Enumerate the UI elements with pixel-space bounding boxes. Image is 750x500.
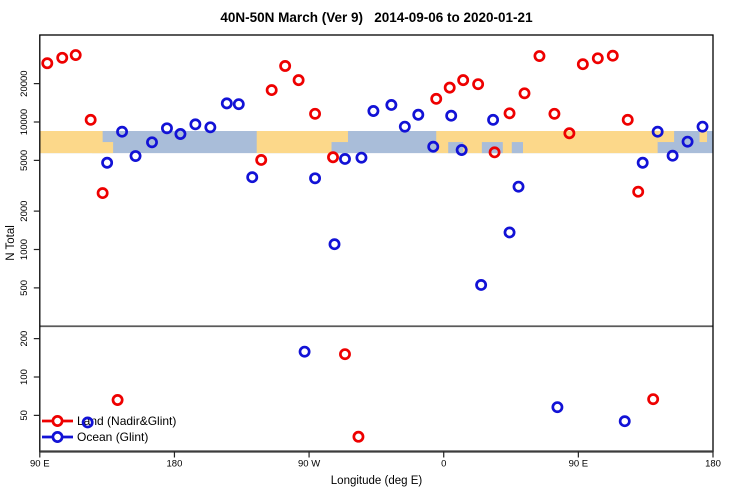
data-point-land xyxy=(647,393,660,406)
data-point-land xyxy=(327,151,339,164)
data-point-ocean xyxy=(246,171,259,184)
data-point-ocean xyxy=(81,416,94,429)
data-point-land xyxy=(69,49,82,62)
data-point-ocean xyxy=(298,345,311,358)
data-point-ocean xyxy=(475,279,488,291)
data-point-ocean xyxy=(503,226,516,239)
data-point-land xyxy=(632,185,645,198)
data-point-ocean xyxy=(146,136,158,149)
y-tick-label: 1000 xyxy=(19,239,30,260)
data-point-ocean xyxy=(651,125,664,138)
data-point-land xyxy=(533,50,546,63)
plot-box xyxy=(39,34,714,453)
legend-item-label: Land (Nadir&Glint) xyxy=(77,414,176,428)
data-point-land xyxy=(279,60,292,72)
chart-title: 40N-50N March (Ver 9) 2014-09-06 to 2020… xyxy=(220,10,533,25)
data-point-ocean xyxy=(204,121,217,134)
data-point-land xyxy=(352,430,365,443)
data-point-land xyxy=(472,78,485,91)
data-point-ocean xyxy=(174,128,187,140)
x-tick-label: 180 xyxy=(167,459,183,470)
x-tick-label: 90 W xyxy=(298,459,320,470)
map-band-land-segment xyxy=(436,130,658,154)
data-point-land xyxy=(111,394,124,406)
x-tick-label: 90 E xyxy=(30,459,50,470)
x-axis-label: Longitude (deg E) xyxy=(330,475,423,487)
data-point-land xyxy=(457,74,470,87)
data-point-land xyxy=(443,81,456,94)
data-point-ocean xyxy=(398,120,411,133)
y-tick-label: 50 xyxy=(19,410,30,421)
data-point-ocean xyxy=(116,125,129,138)
data-point-land xyxy=(548,107,561,120)
map-band-land-segment xyxy=(92,142,114,154)
data-point-ocean xyxy=(412,108,425,121)
data-point-ocean xyxy=(696,120,709,133)
data-point-ocean xyxy=(681,135,694,148)
data-point-ocean xyxy=(551,401,564,414)
data-point-ocean xyxy=(328,238,341,251)
data-point-land xyxy=(84,113,97,126)
data-point-ocean xyxy=(636,156,649,169)
y-tick-label: 20000 xyxy=(19,70,30,96)
data-point-ocean xyxy=(445,109,458,122)
data-point-ocean xyxy=(367,105,380,117)
y-tick-label: 10000 xyxy=(19,109,30,135)
legend-marker-icon xyxy=(51,415,64,427)
data-point-ocean xyxy=(512,180,525,193)
data-point-land xyxy=(621,113,634,126)
data-point-land xyxy=(56,51,69,64)
map-band-ocean-patch xyxy=(448,142,464,154)
data-point-ocean xyxy=(455,144,468,156)
data-point-ocean xyxy=(339,153,351,165)
data-point-ocean xyxy=(161,122,173,135)
data-point-ocean xyxy=(385,99,398,111)
legend-marker-icon xyxy=(51,431,64,443)
y-tick-label: 200 xyxy=(19,331,30,347)
x-tick-label: 0 xyxy=(441,459,446,470)
data-point-ocean xyxy=(220,97,233,110)
data-point-land xyxy=(563,127,576,140)
y-tick-label: 100 xyxy=(19,369,30,385)
legend-item-label: Ocean (Glint) xyxy=(77,430,148,444)
data-point-land xyxy=(339,348,351,361)
data-point-ocean xyxy=(309,172,322,185)
data-point-ocean xyxy=(618,415,631,428)
data-point-ocean xyxy=(129,150,142,162)
data-point-land xyxy=(309,107,322,120)
x-tick-label: 90 E xyxy=(569,459,589,470)
y-tick-label: 5000 xyxy=(19,150,30,171)
data-point-land xyxy=(96,187,109,200)
data-point-land xyxy=(430,92,443,105)
map-band-land-segment xyxy=(699,130,708,143)
map-band-land-segment xyxy=(39,130,103,154)
data-point-ocean xyxy=(101,156,114,169)
data-point-land xyxy=(255,153,268,166)
data-point-land xyxy=(591,52,604,65)
data-point-land xyxy=(606,49,619,62)
data-point-land xyxy=(41,57,54,70)
data-point-ocean xyxy=(232,98,245,111)
data-point-land xyxy=(265,84,278,97)
data-point-land xyxy=(576,58,589,71)
data-point-land xyxy=(488,146,501,159)
data-point-ocean xyxy=(427,140,440,153)
data-point-land xyxy=(292,74,305,87)
map-band-land-segment xyxy=(256,130,348,154)
data-point-land xyxy=(503,107,516,120)
map-band-ocean-patch xyxy=(331,142,348,154)
map-band-land-segment xyxy=(657,130,675,143)
data-point-land xyxy=(518,87,531,100)
data-point-ocean xyxy=(666,149,679,162)
map-band-ocean-patch xyxy=(511,142,524,154)
y-tick-label: 2000 xyxy=(19,201,30,222)
x-tick-label: 180 xyxy=(705,459,721,470)
y-tick-label: 500 xyxy=(19,280,30,296)
data-point-ocean xyxy=(487,113,500,126)
data-point-ocean xyxy=(189,118,202,131)
data-point-ocean xyxy=(355,151,368,164)
